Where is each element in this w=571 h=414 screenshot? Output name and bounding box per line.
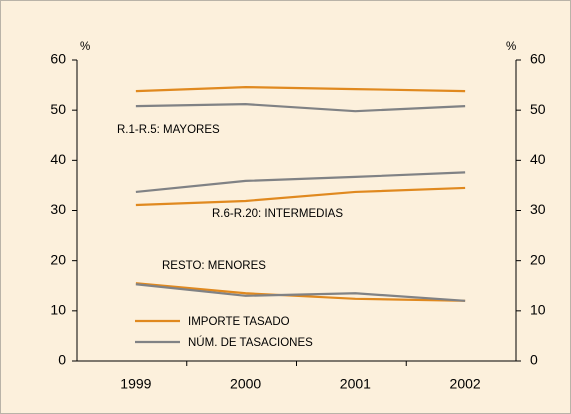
series-line xyxy=(135,171,466,194)
legend-label: IMPORTE TASADO xyxy=(188,316,290,328)
series-line xyxy=(135,282,466,302)
x-tick-label: 1999 xyxy=(120,376,151,392)
y2-tick-label: 50 xyxy=(530,101,546,117)
y2-unit: % xyxy=(506,41,516,53)
y-tick-label: 0 xyxy=(58,352,66,368)
y-tick-label: 40 xyxy=(50,151,66,167)
series-line xyxy=(135,186,466,207)
y-tick-label: 30 xyxy=(50,201,66,217)
legend-label: NÚM. DE TASACIONES xyxy=(188,336,313,349)
y-tick-label: 50 xyxy=(50,101,66,117)
y2-tick-label: 40 xyxy=(530,151,546,167)
y-tick-label: 20 xyxy=(50,251,66,267)
series-line xyxy=(135,283,466,302)
y2-tick-label: 60 xyxy=(530,51,546,67)
annotation: RESTO: MENORES xyxy=(162,260,266,272)
y-tick-label: 10 xyxy=(50,302,66,318)
y2-tick-label: 10 xyxy=(530,302,546,318)
y2-tick-label: 30 xyxy=(530,201,546,217)
annotation: R.6-R.20: INTERMEDIAS xyxy=(212,208,343,220)
y-unit: % xyxy=(80,41,90,53)
x-tick-label: 2001 xyxy=(340,376,371,392)
x-tick-label: 2002 xyxy=(450,376,481,392)
annotation: R.1-R.5: MAYORES xyxy=(117,124,220,136)
series-line xyxy=(135,103,466,113)
y-tick-label: 60 xyxy=(50,51,66,67)
y2-tick-label: 0 xyxy=(530,352,538,368)
series-line xyxy=(135,85,466,93)
x-tick-label: 2000 xyxy=(230,376,261,392)
y2-tick-label: 20 xyxy=(530,251,546,267)
